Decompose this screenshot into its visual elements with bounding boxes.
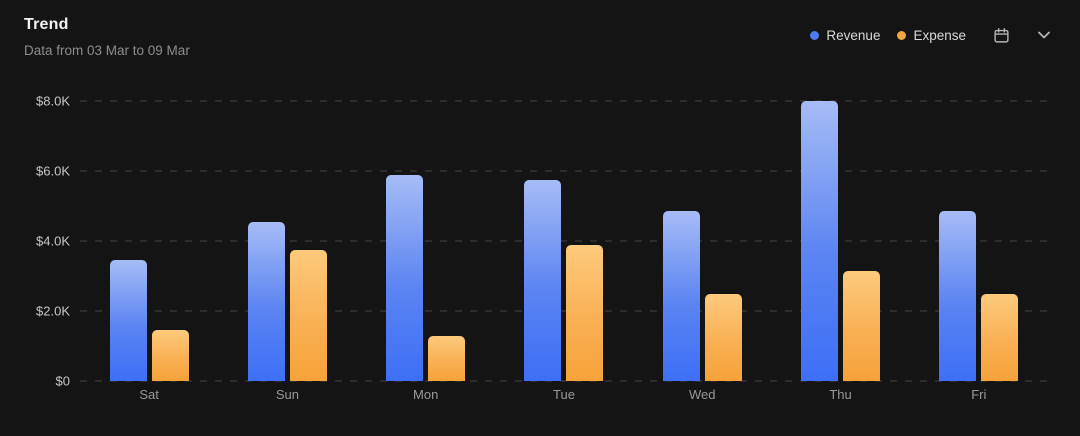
x-tick-label: Sat [139, 387, 159, 402]
bar-revenue-thu[interactable] [801, 101, 839, 381]
chart-controls: Revenue Expense [810, 26, 1050, 44]
bar-revenue-sat[interactable] [109, 260, 147, 381]
legend-label-expense: Expense [913, 27, 966, 43]
chevron-down-icon[interactable] [1038, 31, 1050, 39]
legend-item-revenue[interactable]: Revenue [810, 28, 880, 43]
legend-item-expense[interactable]: Expense [897, 28, 966, 43]
x-tick-label: Wed [689, 387, 716, 402]
bar-expense-mon[interactable] [428, 335, 466, 381]
gridline [80, 310, 1048, 312]
y-tick-label: $2.0K [36, 303, 70, 319]
trend-chart [80, 100, 1048, 382]
gridline [80, 380, 1048, 382]
bar-group-fri [910, 101, 1048, 381]
expense-dot-icon [897, 30, 907, 40]
x-tick-label: Thu [829, 387, 852, 402]
bar-group-sat [80, 101, 218, 381]
bar-revenue-wed[interactable] [662, 211, 700, 381]
date-range-subtitle: Data from 03 Mar to 09 Mar [24, 43, 190, 58]
x-tick-label: Sun [275, 387, 299, 402]
bar-group-mon [357, 101, 495, 381]
y-tick-label: $4.0K [36, 233, 70, 249]
bar-revenue-fri[interactable] [939, 211, 977, 381]
y-tick-label: $0 [55, 373, 70, 389]
y-tick-label: $8.0K [36, 93, 70, 109]
revenue-dot-icon [810, 30, 820, 40]
bar-revenue-mon[interactable] [386, 174, 424, 381]
y-axis: $0 $2.0K $4.0K $6.0K $8.0K [0, 94, 70, 389]
bar-groups [80, 101, 1048, 381]
gridline [80, 170, 1048, 172]
gridline [80, 100, 1048, 102]
bar-group-sun [218, 101, 356, 381]
bar-group-wed [633, 101, 771, 381]
y-tick-label: $6.0K [36, 163, 70, 179]
x-tick-label: Fri [971, 387, 987, 402]
gridline [80, 240, 1048, 242]
bar-revenue-tue[interactable] [524, 179, 562, 381]
legend-label-revenue: Revenue [826, 27, 881, 43]
page-title: Trend [24, 16, 69, 33]
x-tick-label: Tue [553, 387, 575, 402]
calendar-icon[interactable] [993, 27, 1010, 44]
bar-expense-sat[interactable] [151, 330, 189, 381]
bar-expense-wed[interactable] [704, 293, 742, 381]
bar-expense-fri[interactable] [981, 293, 1019, 381]
bar-expense-sun[interactable] [289, 249, 327, 381]
bar-group-thu [771, 101, 909, 381]
bar-revenue-sun[interactable] [247, 221, 285, 381]
x-tick-label: Mon [413, 387, 439, 402]
bar-expense-thu[interactable] [843, 270, 881, 381]
x-axis: Sat Sun Mon Tue Wed Thu Fri [80, 387, 1048, 402]
bar-expense-tue[interactable] [566, 244, 604, 381]
bar-group-tue [495, 101, 633, 381]
